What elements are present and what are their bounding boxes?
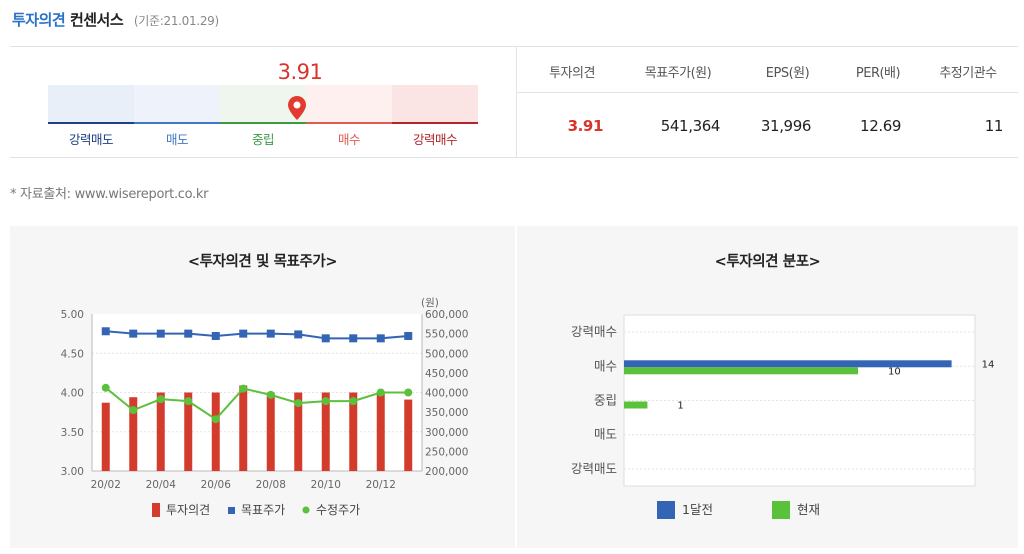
map-pin-icon: [288, 96, 306, 120]
gauge-segment-buy: [306, 85, 392, 122]
gauge-line-buy: [306, 122, 392, 124]
chart-panel-distribution: [517, 226, 1018, 548]
gauge-label-hold: 중립: [251, 132, 275, 147]
summary-value-per: 12.69: [860, 117, 901, 135]
gauge-line-strong-sell: [48, 122, 134, 124]
summary-value-opinion: 3.91: [567, 117, 604, 135]
divider: [10, 46, 1018, 47]
gauge-label-strong-sell: 강력매도: [68, 132, 114, 147]
gauge-label-strong-buy: 강력매수: [412, 132, 458, 147]
summary-header-institutions: 추정기관수: [939, 66, 997, 81]
gauge-value: 3.91: [277, 60, 323, 84]
reference-date: (기준:21.01.29): [133, 14, 219, 28]
title-rest: 컨센서스: [69, 11, 124, 29]
chart1-title: <투자의견 및 목표주가>: [187, 254, 338, 270]
gauge-label-buy: 매수: [337, 132, 361, 147]
page-title: 투자의견 컨센서스 (기준:21.01.29): [12, 9, 219, 30]
gauge-segment-strong-sell: [48, 85, 134, 122]
gauge-segment-sell: [134, 85, 220, 122]
summary-header-per: PER(배): [855, 66, 901, 81]
gauge-segment-strong-buy: [392, 85, 478, 122]
summary-header-opinion: 투자의견: [549, 66, 595, 81]
gauge-line-sell: [134, 122, 220, 124]
source-note: * 자료출처: www.wisereport.co.kr: [10, 187, 209, 202]
chart-panel-opinion-price: [10, 226, 515, 548]
divider: [10, 157, 1018, 158]
divider: [516, 47, 517, 157]
summary-header-target-price: 목표주가(원): [644, 66, 712, 81]
chart2-title: <투자의견 분포>: [714, 254, 821, 270]
gauge-line-hold: [220, 122, 306, 124]
summary-value-target-price: 541,364: [660, 117, 721, 135]
divider: [517, 92, 1018, 93]
title-accent: 투자의견: [12, 11, 66, 29]
summary-value-institutions: 11: [984, 117, 1004, 135]
summary-header-eps: EPS(원): [765, 66, 810, 81]
gauge-line-strong-buy: [392, 122, 478, 124]
gauge-label-sell: 매도: [165, 132, 189, 147]
summary-value-eps: 31,996: [760, 117, 811, 135]
